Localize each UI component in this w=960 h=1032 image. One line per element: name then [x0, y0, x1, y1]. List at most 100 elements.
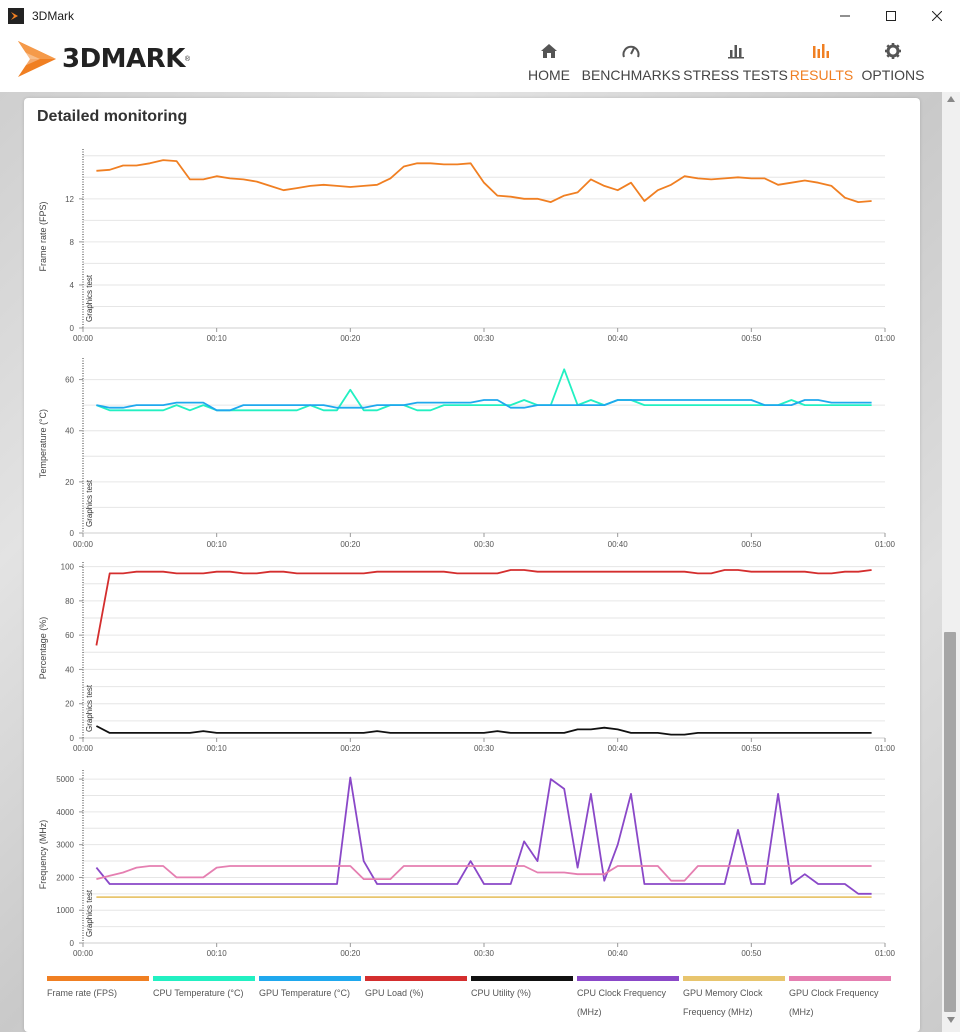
- scroll-up-arrow-icon[interactable]: [947, 96, 955, 102]
- y-tick-label: 8: [70, 238, 75, 247]
- legend-item: Frame rate (FPS): [47, 976, 149, 1003]
- y-tick-label: 60: [65, 631, 74, 640]
- vertical-scrollbar[interactable]: [942, 92, 960, 1032]
- x-tick-label: 01:00: [875, 744, 896, 753]
- legend-swatch: [577, 976, 679, 981]
- legend-swatch: [153, 976, 255, 981]
- series-line-gpu-load: [95, 569, 872, 646]
- x-tick-label: 00:30: [474, 744, 495, 753]
- y-tick-label: 80: [65, 597, 74, 606]
- x-tick-label: 00:40: [608, 949, 629, 958]
- legend-label: GPU Load (%): [365, 988, 424, 998]
- graphics-test-marker-label: Graphics test: [85, 479, 94, 527]
- logo-registered-mark: ®: [184, 55, 191, 63]
- x-tick-label: 00:30: [474, 540, 495, 549]
- legend-item: CPU Clock Frequency (MHz): [577, 976, 679, 1022]
- nav-benchmarks-label: BENCHMARKS: [581, 67, 681, 83]
- x-tick-label: 00:30: [474, 949, 495, 958]
- legend-label: CPU Temperature (°C): [153, 988, 244, 998]
- y-tick-label: 12: [65, 195, 74, 204]
- x-tick-label: 00:40: [608, 744, 629, 753]
- legend-swatch: [789, 976, 891, 981]
- legend-swatch: [259, 976, 361, 981]
- legend-item: GPU Memory Clock Frequency (MHz): [683, 976, 785, 1022]
- y-tick-label: 0: [70, 529, 75, 538]
- graphics-test-marker-label: Graphics test: [85, 889, 94, 937]
- legend-label: GPU Temperature (°C): [259, 988, 350, 998]
- series-line-cpu-temperature-c: [96, 368, 872, 412]
- legend-item: GPU Load (%): [365, 976, 467, 1003]
- nav-stress-tests-label: STRESS TESTS: [683, 67, 788, 83]
- nav-home-label: HOME: [528, 67, 570, 83]
- x-tick-label: 00:00: [73, 540, 94, 549]
- nav-options-label: OPTIONS: [861, 67, 925, 83]
- maximize-button[interactable]: [868, 0, 914, 31]
- legend-item: GPU Clock Frequency (MHz): [789, 976, 891, 1022]
- legend-label: Frame rate (FPS): [47, 988, 118, 998]
- x-tick-label: 00:20: [340, 744, 361, 753]
- speedometer-icon: [622, 45, 640, 58]
- legend-label: CPU Utility (%): [471, 988, 531, 998]
- legend-label: GPU Memory Clock Frequency (MHz): [683, 988, 763, 1017]
- bar-chart-icon: [727, 45, 744, 59]
- y-axis-label: Percentage (%): [38, 617, 48, 680]
- gear-icon: [885, 43, 901, 59]
- y-tick-label: 0: [70, 734, 75, 743]
- x-tick-label: 00:10: [207, 334, 228, 343]
- legend-item: CPU Utility (%): [471, 976, 573, 1003]
- legend-swatch: [47, 976, 149, 981]
- y-tick-label: 100: [61, 563, 75, 572]
- nav-benchmarks[interactable]: BENCHMARKS: [582, 31, 680, 92]
- x-tick-label: 00:00: [73, 949, 94, 958]
- x-tick-label: 00:20: [340, 540, 361, 549]
- x-tick-label: 00:20: [340, 949, 361, 958]
- card-title: Detailed monitoring: [37, 108, 188, 125]
- 3dmark-app-icon: [8, 7, 24, 24]
- series-line-gpu-clock-frequency-mhz: [96, 865, 872, 882]
- minimize-icon: [840, 15, 850, 16]
- 3dmark-logo[interactable]: 3DMARK ®: [16, 37, 190, 81]
- maximize-icon: [886, 10, 896, 21]
- series-line-gpu-temperature-c: [96, 399, 872, 412]
- legend-label: GPU Clock Frequency (MHz): [789, 988, 879, 1017]
- results-chart-icon: [812, 44, 829, 58]
- y-tick-label: 1000: [56, 906, 74, 915]
- nav-stress-tests[interactable]: STRESS TESTS: [683, 31, 788, 92]
- legend-swatch: [365, 976, 467, 981]
- graphics-test-marker-label: Graphics test: [85, 684, 94, 732]
- home-icon: [541, 44, 557, 58]
- x-tick-label: 00:40: [608, 334, 629, 343]
- legend-swatch: [683, 976, 785, 981]
- y-tick-label: 3000: [56, 841, 74, 850]
- y-tick-label: 0: [70, 939, 75, 948]
- x-tick-label: 00:10: [207, 744, 228, 753]
- window-controls: [822, 0, 960, 31]
- y-tick-label: 2000: [56, 873, 74, 882]
- scrollbar-thumb[interactable]: [944, 632, 956, 1012]
- close-icon: [932, 10, 942, 21]
- nav-results[interactable]: RESULTS: [790, 31, 853, 92]
- y-tick-label: 40: [65, 665, 74, 674]
- y-axis-label: Temperature (°C): [38, 409, 48, 478]
- y-tick-label: 60: [65, 376, 74, 385]
- nav-home[interactable]: HOME: [528, 31, 570, 92]
- minimize-button[interactable]: [822, 0, 868, 31]
- x-tick-label: 01:00: [875, 334, 896, 343]
- x-tick-label: 00:00: [73, 744, 94, 753]
- y-axis-label: Frame rate (FPS): [38, 201, 48, 271]
- legend-item: GPU Temperature (°C): [259, 976, 361, 1003]
- x-tick-label: 00:30: [474, 334, 495, 343]
- y-axis-label: Frequency (MHz): [38, 820, 48, 890]
- nav-options[interactable]: OPTIONS: [861, 31, 925, 92]
- x-tick-label: 01:00: [875, 540, 896, 549]
- logo-wordmark: 3DMARK: [62, 44, 185, 74]
- nav-results-label: RESULTS: [789, 67, 854, 83]
- x-tick-label: 00:50: [741, 334, 762, 343]
- 3dmark-logo-mark-icon: [18, 41, 56, 77]
- x-tick-label: 01:00: [875, 949, 896, 958]
- close-button[interactable]: [914, 0, 960, 31]
- scroll-down-arrow-icon[interactable]: [947, 1017, 955, 1023]
- legend-swatch: [471, 976, 573, 981]
- y-tick-label: 0: [70, 324, 75, 333]
- y-tick-label: 20: [65, 700, 74, 709]
